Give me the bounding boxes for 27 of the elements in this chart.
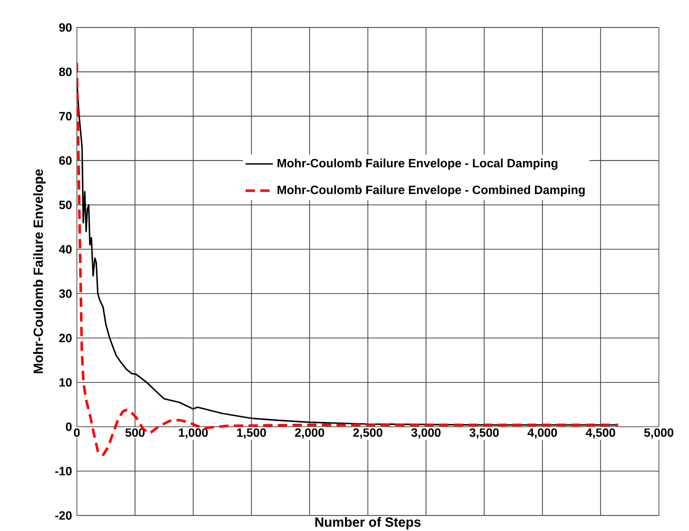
- legend-label: Mohr-Coulomb Failure Envelope - Local Damping: [278, 158, 558, 170]
- y-tick-label: -10: [55, 466, 72, 476]
- x-tick-label: 4,500: [586, 428, 616, 439]
- x-tick-label: 4,000: [528, 428, 557, 439]
- x-axis-title: Number of Steps: [315, 517, 421, 530]
- x-tick-label: 1,000: [178, 428, 208, 439]
- y-tick-label: 80: [59, 68, 72, 76]
- y-axis-title: Mohr-Coulomb Failure Envelope: [33, 169, 46, 374]
- y-tick-label: 10: [60, 378, 72, 387]
- x-tick-label: 2,000: [295, 428, 324, 439]
- x-tick-label: 3,000: [411, 428, 441, 439]
- legend-label: Mohr-Coulomb Failure Envelope - Combined Damping: [278, 185, 585, 197]
- y-tick-label: 40: [58, 245, 72, 254]
- x-tick-label: 1,500: [237, 428, 266, 439]
- y-tick-label: -20: [55, 511, 72, 520]
- x-tick-label: 2,500: [353, 428, 382, 439]
- x-tick-label: 500: [125, 428, 145, 437]
- y-tick-label: 90: [59, 23, 72, 32]
- x-tick-label: 5,000: [644, 428, 674, 439]
- y-tick-label: 50: [59, 200, 72, 210]
- y-tick-label: 30: [59, 289, 72, 298]
- y-tick-label: 60: [59, 156, 72, 165]
- x-tick-label: 3,500: [469, 428, 499, 439]
- y-tick-label: 0: [66, 422, 72, 431]
- y-tick-label: 20: [59, 334, 72, 342]
- x-tick-label: 0: [74, 428, 80, 437]
- y-tick-label: 70: [59, 112, 72, 120]
